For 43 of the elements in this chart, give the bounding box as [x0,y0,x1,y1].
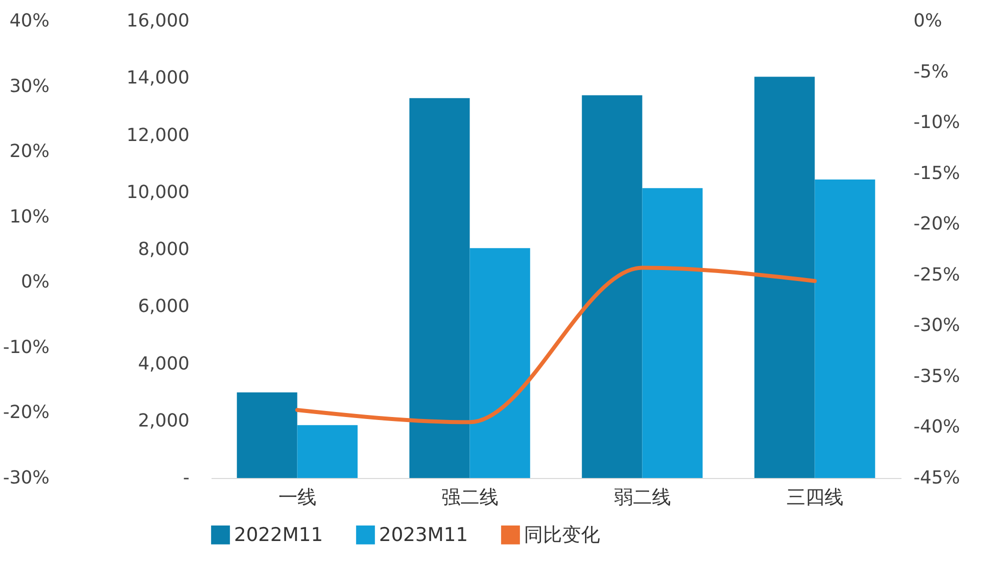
y-tick-label: 8,000 [138,239,190,260]
y2-tick-label: -15% [914,162,960,184]
bar [470,248,530,478]
x-tick-label: 弱二线 [614,486,671,508]
legend-label: 2023M11 [379,524,468,546]
y2-tick-label: -5% [914,61,949,82]
x-tick-label: 一线 [278,486,316,508]
bar [582,95,642,478]
x-tick-label: 强二线 [441,486,498,508]
y-tick-label: 16,000 [126,10,190,32]
y2-tick-label: -20% [914,214,960,235]
y3-tick-label: 10% [9,206,50,228]
y2-tick-label: 0% [914,10,942,32]
y3-tick-label: -10% [2,336,50,358]
line-series [295,266,817,424]
y2-tick-label: -25% [914,264,960,286]
y3-tick-label: -20% [2,402,50,424]
y-tick-label: 12,000 [126,124,190,146]
bar [814,180,876,478]
y3-tick-label: 0% [20,272,50,293]
y2-tick-label: -30% [914,315,960,336]
y2-tick-label: -10% [914,112,960,134]
bar [297,425,358,478]
y-tick-label: 2,000 [138,410,190,432]
y-tick-label: - [183,468,190,488]
legend-label: 同比变化 [524,524,600,546]
x-tick-label: 三四线 [786,486,844,508]
bar [236,392,298,478]
y3-tick-label: 20% [9,141,50,162]
bar [409,98,470,478]
bar [642,188,703,478]
y2-tick-label: -45% [914,468,960,488]
y2-tick-label: -40% [914,416,960,438]
y-tick-label: 14,000 [126,68,190,89]
y3-tick-label: 30% [9,76,50,97]
legend-label: 2022M11 [234,524,323,546]
y3-tick-label: 40% [9,10,50,32]
y2-tick-label: -35% [914,366,960,387]
y-tick-label: 4,000 [138,353,190,374]
y-tick-label: 10,000 [126,182,190,203]
y-tick-label: 6,000 [138,296,190,318]
y3-tick-label: -30% [2,468,50,488]
bar [754,76,815,478]
